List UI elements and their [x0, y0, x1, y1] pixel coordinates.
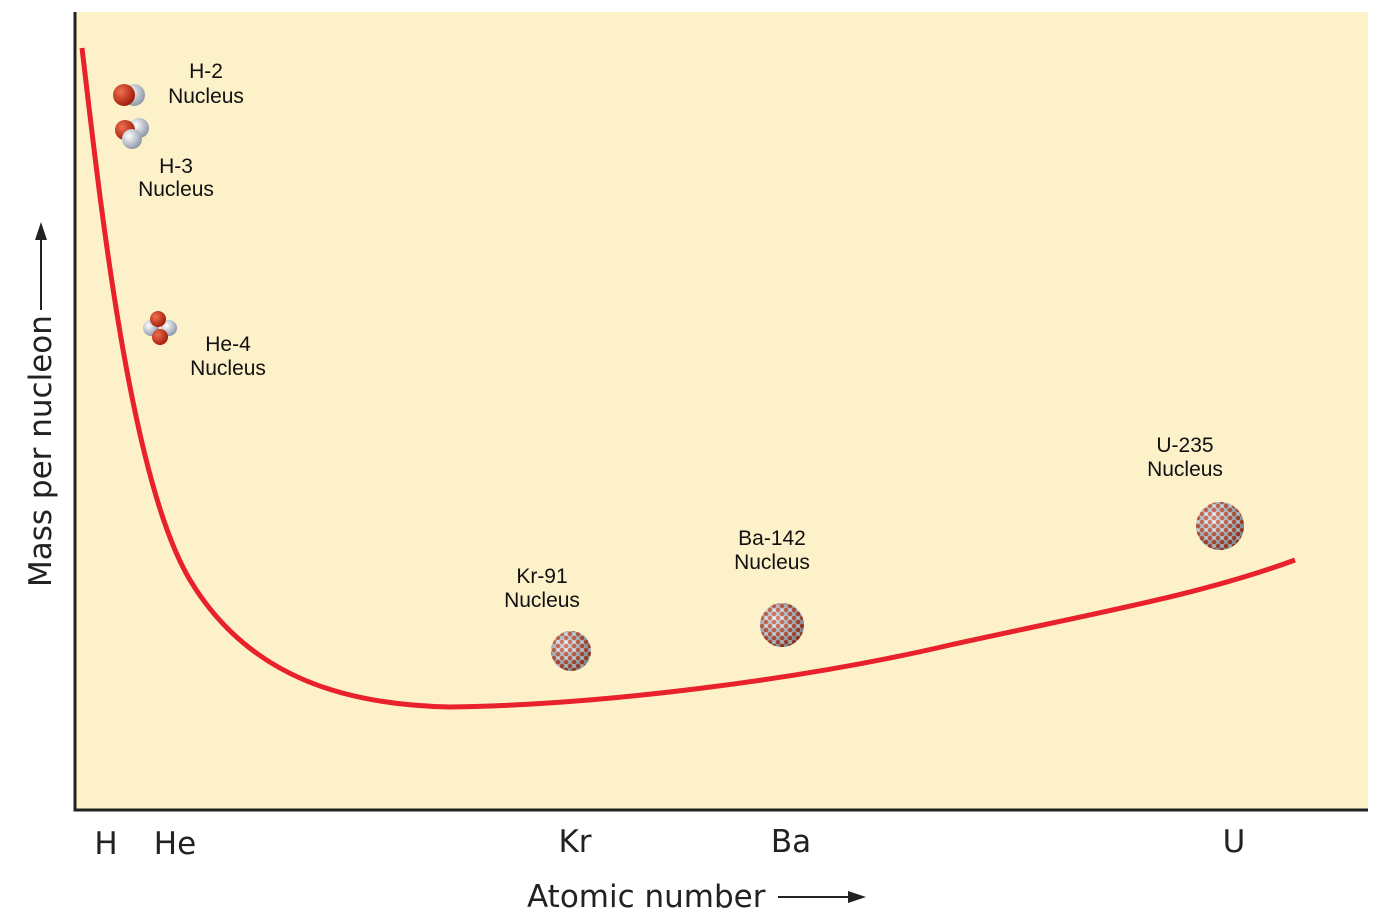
nucleus-name: Kr-91: [516, 565, 567, 588]
x-arrow: [778, 891, 866, 903]
nucleus-label: Nucleus: [190, 357, 266, 380]
x-label: He: [154, 826, 196, 862]
nucleus-label: Nucleus: [1147, 458, 1223, 481]
nucleus-u235: [1196, 502, 1244, 550]
nucleus-name: H-3: [159, 155, 193, 178]
x-label: U: [1223, 824, 1246, 860]
x-label: Kr: [558, 824, 591, 860]
nucleus-label: Nucleus: [734, 551, 810, 574]
x-label: Ba: [771, 824, 811, 860]
y-axis-title: Mass per nucleon: [23, 315, 59, 587]
x-label: H: [94, 826, 117, 862]
nucleus-label: Nucleus: [168, 85, 244, 108]
plot-area: [75, 12, 1368, 810]
nucleus-h3: [115, 118, 149, 149]
nucleus-he4: [143, 311, 177, 345]
curve: [79, 47, 1296, 710]
nucleus-name: Ba-142: [738, 527, 806, 550]
x-axis-title: Atomic number: [527, 879, 766, 915]
nucleus-kr91: [551, 631, 591, 671]
nucleus-label: Nucleus: [138, 178, 214, 201]
nucleus-h2: [113, 84, 145, 106]
axes: [73, 12, 1368, 812]
nucleus-name: He-4: [205, 333, 251, 356]
nucleus-name: H-2: [189, 60, 223, 83]
nucleus-name: U-235: [1156, 434, 1213, 457]
nucleus-ba142: [760, 603, 804, 647]
nucleus-label: Nucleus: [504, 589, 580, 612]
y-arrow: [35, 222, 47, 310]
